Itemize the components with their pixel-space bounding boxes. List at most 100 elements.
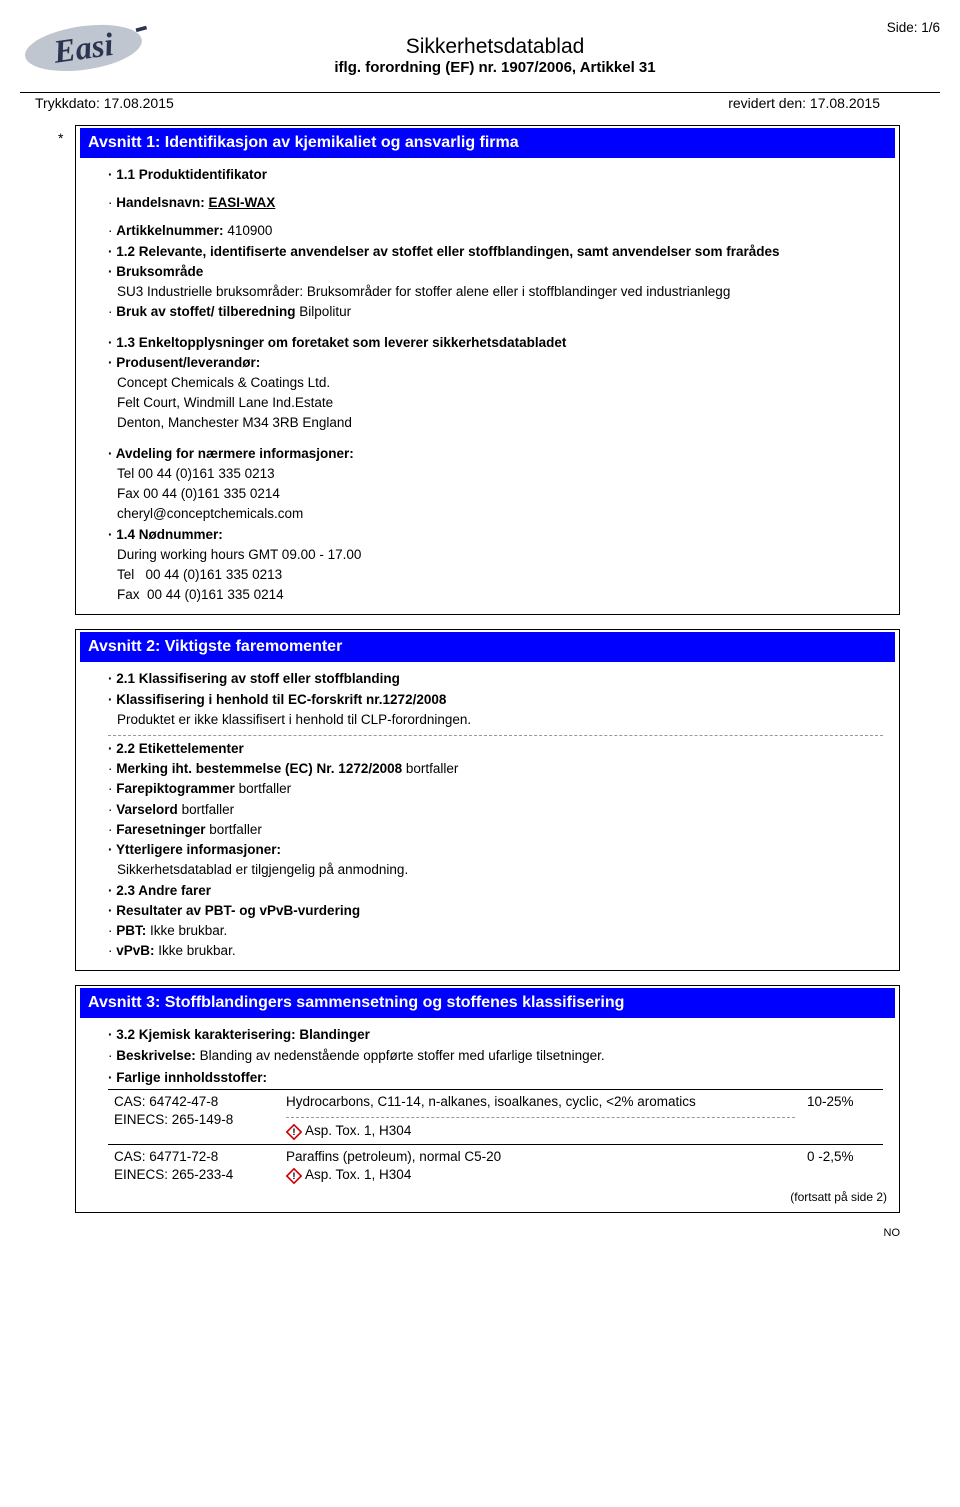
- logo: Easi: [20, 20, 170, 88]
- faresetn-label: Faresetninger: [116, 822, 205, 837]
- addr2: Felt Court, Windmill Lane Ind.Estate: [108, 394, 883, 412]
- avdeling-label: Avdeling for nærmere informasjoner:: [108, 445, 883, 463]
- dash-separator: [286, 1117, 795, 1118]
- heading-3-2: 3.2 Kjemisk karakterisering: Blandinger: [108, 1026, 883, 1044]
- bruk-value: Bilpolitur: [299, 304, 351, 319]
- artikkel-row: Artikkelnummer: 410900: [108, 222, 883, 240]
- artikkel-value: 410900: [227, 223, 272, 238]
- row2-name: Paraffins (petroleum), normal C5-20: [286, 1148, 795, 1166]
- beskriv-row: Beskrivelse: Blanding av nedenstående op…: [108, 1047, 883, 1065]
- beskriv-label: Beskrivelse:: [116, 1048, 196, 1063]
- pbt-label: PBT:: [116, 923, 146, 938]
- faresetn-row: Faresetninger bortfaller: [108, 821, 883, 839]
- ingredients-table: CAS: 64742-47-8 EINECS: 265-149-8 Hydroc…: [108, 1089, 883, 1188]
- row2-hazard: Asp. Tox. 1, H304: [305, 1167, 411, 1182]
- revised-date: revidert den: 17.08.2015: [728, 95, 940, 111]
- heading-2-3: 2.3 Andre farer: [108, 882, 883, 900]
- row2-einecs: EINECS: 265-233-4: [114, 1166, 274, 1184]
- country-code: NO: [20, 1227, 900, 1239]
- during-hours: During working hours GMT 09.00 - 17.00: [108, 546, 883, 564]
- print-date: Trykkdato: 17.08.2015: [20, 95, 174, 111]
- row1-ids: CAS: 64742-47-8 EINECS: 265-149-8: [108, 1090, 280, 1145]
- bruk-row: Bruk av stoffet/ tilberedning Bilpolitur: [108, 303, 883, 321]
- section-2-bar: Avsnitt 2: Viktigste faremomenter: [80, 632, 895, 662]
- merking-value: bortfaller: [406, 761, 459, 776]
- section-3-box: Avsnitt 3: Stoffblandingers sammensetnin…: [75, 985, 900, 1212]
- su3-line: SU3 Industrielle bruksområder: Bruksområ…: [108, 283, 883, 301]
- produsent-label: Produsent/leverandør:: [108, 354, 883, 372]
- row1-desc: Hydrocarbons, C11-14, n-alkanes, isoalka…: [280, 1090, 801, 1145]
- tel1: Tel 00 44 (0)161 335 0213: [108, 465, 883, 483]
- farepikt-value: bortfaller: [239, 781, 292, 796]
- row1-name: Hydrocarbons, C11-14, n-alkanes, isoalka…: [286, 1093, 795, 1111]
- handelsnavn-label: Handelsnavn:: [116, 195, 205, 210]
- fax2: Fax 00 44 (0)161 335 0214: [108, 586, 883, 604]
- farepikt-label: Farepiktogrammer: [116, 781, 235, 796]
- klass-ec: Klassifisering i henhold til EC-forskrif…: [108, 691, 883, 709]
- pbt-row: PBT: Ikke brukbar.: [108, 922, 883, 940]
- artikkel-label: Artikkelnummer:: [116, 223, 223, 238]
- merking-label: Merking iht. bestemmelse (EC) Nr. 1272/2…: [116, 761, 402, 776]
- vpvb-row: vPvB: Ikke brukbar.: [108, 942, 883, 960]
- table-row: CAS: 64771-72-8 EINECS: 265-233-4 Paraff…: [108, 1144, 883, 1187]
- varselord-label: Varselord: [116, 802, 178, 817]
- dash-separator: [108, 735, 883, 736]
- merking-row: Merking iht. bestemmelse (EC) Nr. 1272/2…: [108, 760, 883, 778]
- heading-1-3: 1.3 Enkeltopplysninger om foretaket som …: [108, 334, 883, 352]
- farlige-label: Farlige innholdsstoffer:: [108, 1069, 883, 1087]
- bruksomrade: Bruksområde: [108, 263, 883, 281]
- change-asterisk: *: [58, 130, 63, 146]
- section-1-box: * Avsnitt 1: Identifikasjon av kjemikali…: [75, 125, 900, 615]
- fax1: Fax 00 44 (0)161 335 0214: [108, 485, 883, 503]
- dates-row: Trykkdato: 17.08.2015 revidert den: 17.0…: [20, 95, 940, 111]
- heading-1-2: 1.2 Relevante, identifiserte anvendelser…: [108, 243, 883, 261]
- heading-2-1: 2.1 Klassifisering av stoff eller stoffb…: [108, 670, 883, 688]
- header-row: Easi Sikkerhetsdatablad iflg. forordning…: [20, 20, 940, 93]
- handelsnavn-row: Handelsnavn: EASI-WAX: [108, 194, 883, 212]
- section-3-bar: Avsnitt 3: Stoffblandingers sammensetnin…: [80, 988, 895, 1018]
- beskriv-value: Blanding av nedenstående oppførte stoffe…: [200, 1048, 605, 1063]
- email: cheryl@conceptchemicals.com: [108, 505, 883, 523]
- ytterligere-text: Sikkerhetsdatablad er tilgjengelig på an…: [108, 861, 883, 879]
- varselord-row: Varselord bortfaller: [108, 801, 883, 819]
- pbt-value: Ikke brukbar.: [150, 923, 227, 938]
- section-1-bar: Avsnitt 1: Identifikasjon av kjemikaliet…: [80, 128, 895, 158]
- row1-hazard-line: Asp. Tox. 1, H304: [286, 1122, 795, 1141]
- row1-cas: CAS: 64742-47-8: [114, 1093, 274, 1111]
- title-block: Sikkerhetsdatablad iflg. forordning (EF)…: [170, 20, 820, 76]
- tel2: Tel 00 44 (0)161 335 0213: [108, 566, 883, 584]
- table-row: CAS: 64742-47-8 EINECS: 265-149-8 Hydroc…: [108, 1090, 883, 1145]
- farepikt-row: Farepiktogrammer bortfaller: [108, 780, 883, 798]
- varselord-value: bortfaller: [182, 802, 235, 817]
- row2-desc: Paraffins (petroleum), normal C5-20 Asp.…: [280, 1144, 801, 1187]
- heading-1-4: 1.4 Nødnummer:: [108, 526, 883, 544]
- ghs-diamond-icon: [286, 1166, 302, 1184]
- section-2-box: Avsnitt 2: Viktigste faremomenter 2.1 Kl…: [75, 629, 900, 971]
- row2-pct: 0 -2,5%: [801, 1144, 883, 1187]
- doc-title: Sikkerhetsdatablad: [170, 35, 820, 59]
- heading-2-2: 2.2 Etikettelementer: [108, 740, 883, 758]
- ytterligere-label: Ytterligere informasjoner:: [108, 841, 883, 859]
- row2-cas: CAS: 64771-72-8: [114, 1148, 274, 1166]
- vpvb-value: Ikke brukbar.: [158, 943, 235, 958]
- doc-subtitle: iflg. forordning (EF) nr. 1907/2006, Art…: [170, 59, 820, 76]
- faresetn-value: bortfaller: [209, 822, 262, 837]
- resultater: Resultater av PBT- og vPvB-vurdering: [108, 902, 883, 920]
- klass-text: Produktet er ikke klassifisert i henhold…: [108, 711, 883, 729]
- handelsnavn-value: EASI-WAX: [209, 195, 276, 210]
- document-page: Easi Sikkerhetsdatablad iflg. forordning…: [0, 0, 960, 1259]
- section-1-content: 1.1 Produktidentifikator Handelsnavn: EA…: [78, 166, 897, 604]
- page-number: Side: 1/6: [820, 20, 940, 35]
- addr3: Denton, Manchester M34 3RB England: [108, 414, 883, 432]
- row2-ids: CAS: 64771-72-8 EINECS: 265-233-4: [108, 1144, 280, 1187]
- heading-1-1: 1.1 Produktidentifikator: [108, 166, 883, 184]
- bruk-label: Bruk av stoffet/ tilberedning: [116, 304, 295, 319]
- section-3-content: 3.2 Kjemisk karakterisering: Blandinger …: [78, 1026, 897, 1187]
- row1-hazard: Asp. Tox. 1, H304: [305, 1123, 411, 1138]
- row1-pct: 10-25%: [801, 1090, 883, 1145]
- continued-on: (fortsatt på side 2): [78, 1190, 897, 1204]
- row2-hazard-line: Asp. Tox. 1, H304: [286, 1166, 795, 1185]
- row1-einecs: EINECS: 265-149-8: [114, 1111, 274, 1129]
- ghs-diamond-icon: [286, 1123, 302, 1141]
- addr1: Concept Chemicals & Coatings Ltd.: [108, 374, 883, 392]
